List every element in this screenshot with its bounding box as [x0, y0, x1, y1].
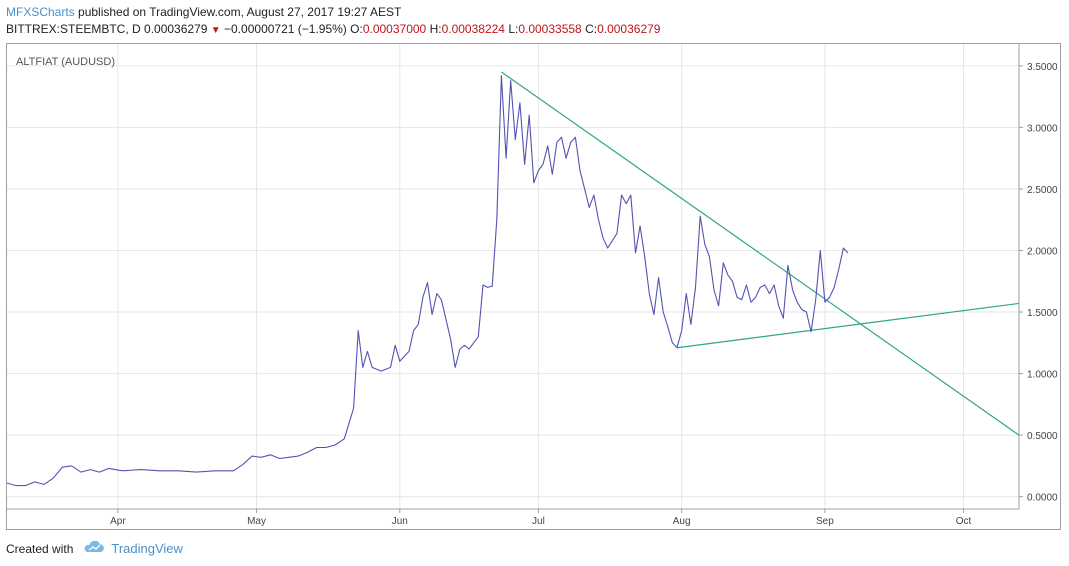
ticker-line: BITTREX:STEEMBTC, D 0.00036279 ▼ −0.0000… [6, 21, 660, 39]
descending-trendline [501, 71, 1020, 436]
y-tick-label: 2.0000 [1027, 246, 1058, 257]
open-label: O: [350, 22, 363, 36]
tradingview-cloud-icon[interactable] [83, 540, 105, 558]
y-tick-label: 1.0000 [1027, 370, 1058, 381]
created-with-label: Created with [6, 542, 74, 556]
tradingview-brand-link[interactable]: TradingView [111, 541, 183, 556]
y-tick-label: 0.5000 [1027, 431, 1058, 442]
footer: Created with TradingView [6, 540, 183, 558]
y-tick-label: 3.5000 [1027, 62, 1058, 73]
open-value: 0.00037000 [362, 22, 427, 36]
low-value: 0.00033558 [518, 22, 582, 36]
y-tick-label: 2.5000 [1027, 185, 1058, 196]
last-price: 0.00036279 [144, 22, 208, 36]
published-text: published on TradingView.com, August 27,… [78, 5, 402, 19]
x-tick-label: May [247, 516, 266, 527]
high-value: 0.00038224 [441, 22, 505, 36]
high-label: H: [429, 22, 442, 36]
price-change: −0.00000721 (−1.95%) [224, 22, 347, 36]
price-series-line [7, 75, 849, 487]
chart-frame[interactable]: 3.5000 3.0000 2.5000 2.0000 1.5000 1.0000 0.50… [6, 43, 1061, 530]
y-tick-label: 0.0000 [1027, 493, 1058, 504]
symbol-label: BITTREX:STEEMBTC, D [6, 22, 141, 36]
y-tick-label: 1.5000 [1027, 308, 1058, 319]
author-link[interactable]: MFXSCharts [6, 5, 75, 19]
down-arrow-icon: ▼ [210, 25, 221, 36]
x-tick-label: Jul [532, 516, 545, 527]
low-label: L: [508, 22, 519, 36]
x-tick-label: Oct [956, 516, 972, 527]
ascending-trendline [676, 302, 1020, 349]
y-tick-label: 3.0000 [1027, 123, 1058, 134]
x-tick-label: Jun [392, 516, 408, 527]
x-tick-label: Apr [110, 516, 126, 527]
price-chart[interactable]: 3.5000 3.0000 2.5000 2.0000 1.5000 1.0000 0.50… [7, 44, 1062, 531]
close-label: C: [585, 22, 598, 36]
chart-header: MFXSCharts published on TradingView.com,… [6, 4, 401, 20]
chart-title: ALTFIAT (AUDUSD) [16, 56, 115, 68]
x-tick-label: Sep [816, 516, 834, 527]
close-value: 0.00036279 [597, 22, 661, 36]
x-tick-label: Aug [673, 516, 691, 527]
